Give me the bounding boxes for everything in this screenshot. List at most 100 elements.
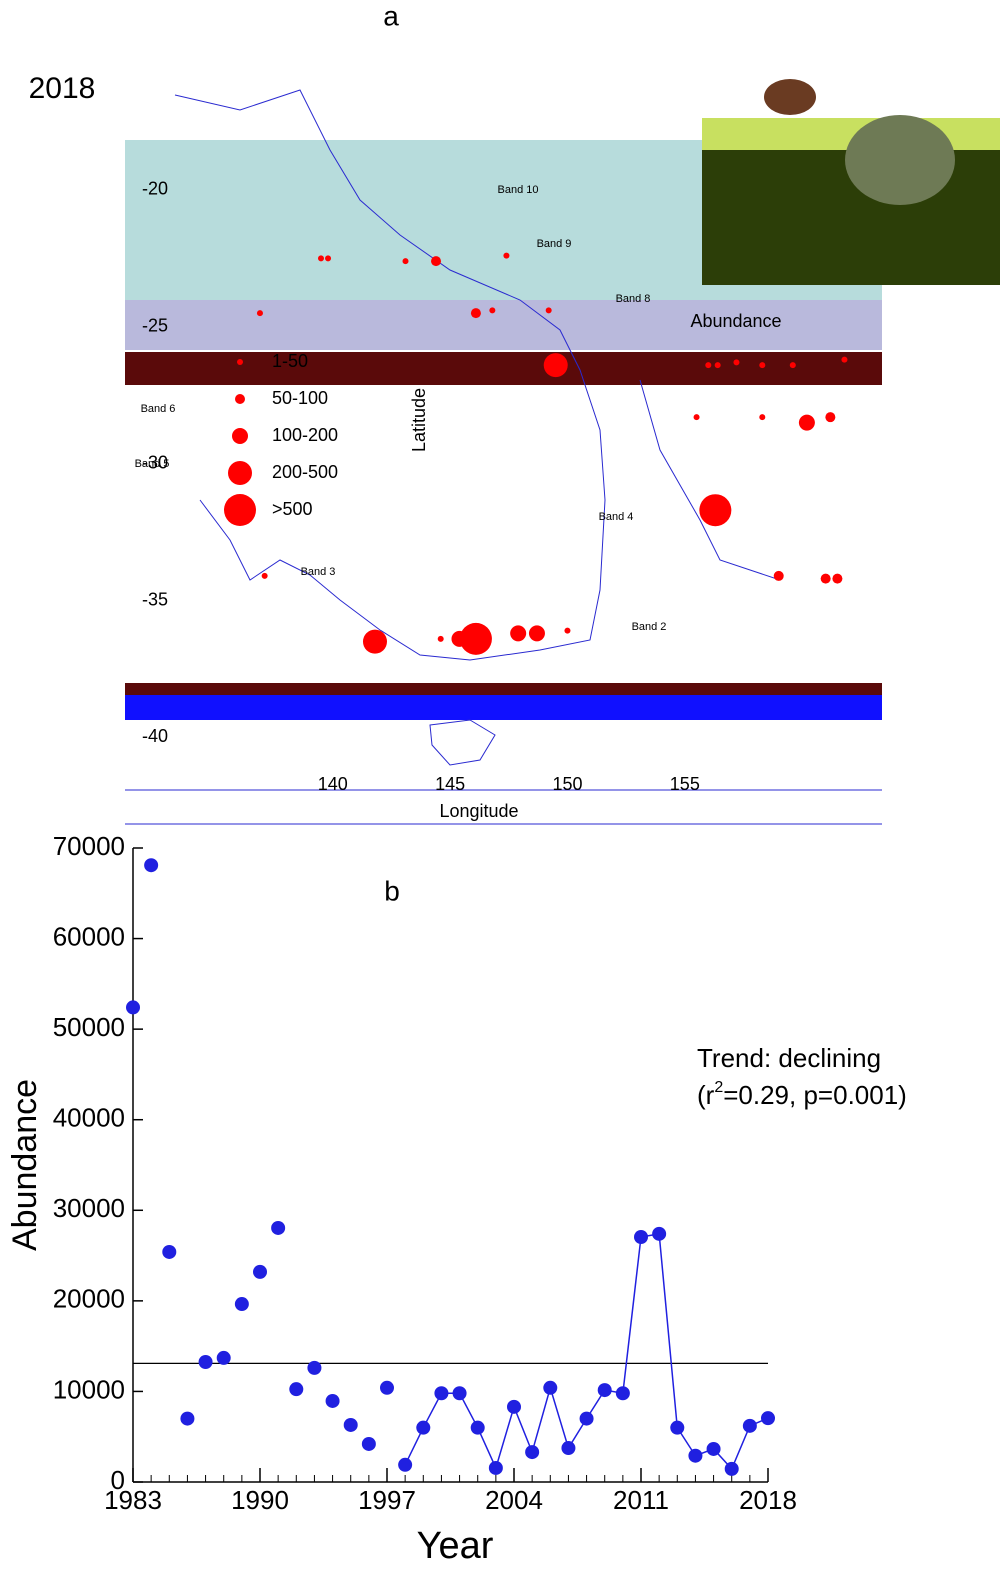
band-fill: [125, 695, 882, 720]
map-point: [693, 414, 700, 421]
map-point: [714, 362, 721, 369]
data-point: [652, 1226, 667, 1241]
band-label: Band 5: [135, 458, 170, 470]
data-point: [507, 1399, 521, 1414]
x-tick-label: 140: [318, 774, 348, 794]
data-point: [289, 1382, 304, 1397]
map-point: [528, 625, 545, 642]
map-point: [510, 625, 527, 642]
map-point: [402, 258, 409, 265]
annotation: Trend: declining: [697, 1043, 881, 1073]
data-point: [488, 1460, 503, 1475]
map-point: [798, 414, 815, 431]
y-tick-label: 70000: [53, 831, 125, 861]
map-point: [261, 572, 268, 579]
y-tick-label: 50000: [53, 1012, 125, 1042]
y-tick-label: -25: [142, 316, 168, 336]
band-fill: [125, 683, 882, 695]
map-point: [503, 252, 510, 259]
annotation: (r2=0.29, p=0.001): [697, 1079, 907, 1110]
map-point: [820, 573, 831, 584]
data-point: [126, 1000, 140, 1015]
data-point: [325, 1393, 340, 1408]
data-point: [253, 1264, 267, 1279]
data-point: [761, 1411, 775, 1426]
map-point: [256, 310, 263, 317]
data-point: [416, 1420, 431, 1435]
y-tick-label: -40: [142, 726, 168, 746]
map-point: [451, 630, 468, 647]
band-label: Band 10: [498, 184, 539, 196]
data-point: [434, 1386, 449, 1401]
legend-marker: [237, 359, 243, 365]
map-point: [317, 255, 324, 262]
band-label: Band 6: [141, 403, 176, 415]
x-tick-label: 1990: [231, 1485, 289, 1515]
map-point: [564, 627, 571, 634]
data-point: [180, 1411, 195, 1426]
map-point: [362, 629, 387, 654]
data-point: [470, 1420, 485, 1435]
annotation-sup: 2: [714, 1079, 723, 1096]
data-point: [525, 1445, 540, 1460]
data-point: [162, 1244, 177, 1259]
map-point: [773, 570, 784, 581]
coastline: [174, 89, 606, 661]
data-point: [634, 1230, 648, 1245]
map-point: [699, 494, 732, 527]
map-point: [470, 308, 481, 319]
legend-marker: [232, 428, 248, 444]
legend-label: 50-100: [272, 388, 328, 408]
legend-marker: [224, 494, 256, 526]
band-label: Band 9: [537, 238, 572, 250]
panel-label: a: [383, 0, 399, 31]
tasmania: [429, 719, 496, 766]
data-point: [307, 1360, 322, 1375]
x-axis-label: Year: [417, 1525, 494, 1567]
map-point: [545, 307, 552, 314]
legend-label: 1-50: [272, 351, 308, 371]
band-fill: [125, 352, 882, 385]
data-point: [706, 1441, 721, 1456]
x-tick-label: 2011: [613, 1485, 669, 1515]
band-label: Band 3: [301, 566, 336, 578]
y-tick-label: -30: [142, 452, 168, 472]
data-point: [561, 1441, 576, 1456]
y-tick-label: 60000: [53, 921, 125, 951]
map-point: [489, 307, 496, 314]
y-tick-label: 30000: [53, 1193, 125, 1223]
annotation-part: (r: [697, 1080, 715, 1110]
map-point: [759, 414, 766, 421]
data-point: [361, 1436, 376, 1451]
legend-label: 100-200: [272, 425, 338, 445]
data-point: [670, 1420, 685, 1435]
legend-title: Abundance: [690, 311, 781, 331]
data-point: [688, 1448, 703, 1463]
legend-label: 200-500: [272, 462, 338, 482]
data-point: [144, 858, 159, 873]
duck-head: [764, 79, 816, 115]
map-point: [832, 573, 843, 584]
panel-label: b: [384, 875, 400, 906]
data-point: [343, 1417, 358, 1432]
data-point: [380, 1380, 394, 1395]
band-fill: [125, 300, 882, 350]
series-line: [404, 1232, 769, 1471]
y-tick-label: -20: [142, 179, 168, 199]
x-tick-label: 1997: [358, 1485, 416, 1515]
y-tick-label: 0: [111, 1465, 125, 1495]
y-axis-label: Latitude: [409, 388, 429, 452]
x-tick-label: 1983: [104, 1485, 162, 1515]
data-point: [543, 1380, 558, 1395]
x-tick-label: 150: [552, 774, 582, 794]
map-background: [125, 79, 1000, 825]
map-point: [841, 356, 848, 363]
data-point: [198, 1354, 213, 1369]
map-point: [825, 412, 836, 423]
band-label: Band 8: [616, 293, 651, 305]
data-point: [579, 1411, 594, 1426]
x-tick-label: 155: [670, 774, 700, 794]
duck-body: [845, 115, 955, 205]
duck-photo: [702, 79, 1000, 285]
y-tick-label: 40000: [53, 1103, 125, 1133]
